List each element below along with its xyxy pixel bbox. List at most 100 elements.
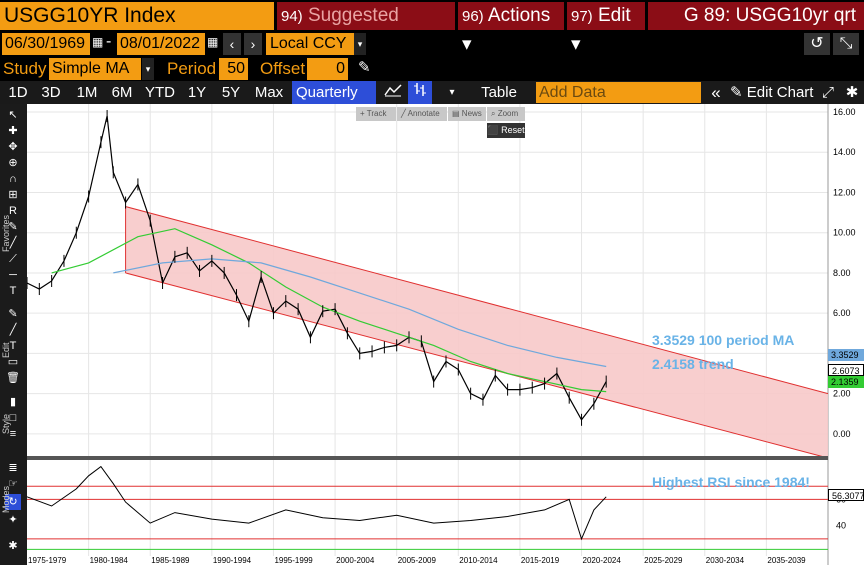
- actions-num: 96): [462, 8, 484, 25]
- annotate-button[interactable]: ╱ Annotate: [397, 107, 447, 121]
- actions-label: Actions: [487, 5, 551, 26]
- crosshair-icon[interactable]: ✚: [8, 125, 18, 137]
- timeframe-5y[interactable]: 5Y: [221, 84, 241, 101]
- pencil-icon: ╱: [401, 109, 406, 118]
- zoom-button[interactable]: ⌕ Zoom: [487, 107, 525, 121]
- pencil-icon[interactable]: ✎: [8, 221, 18, 233]
- track-label: Track: [366, 109, 387, 118]
- y-tick-label: 0.00: [833, 429, 851, 439]
- end-date-input[interactable]: 08/01/2022: [117, 33, 205, 55]
- rsi-tick-label: 40: [836, 521, 846, 531]
- modes-label[interactable]: Modes: [1, 485, 11, 513]
- add-data-input[interactable]: Add Data: [536, 82, 701, 103]
- period-input[interactable]: 50: [219, 58, 248, 80]
- gear-icon[interactable]: ✱: [845, 84, 859, 101]
- ma50-series-line: [51, 228, 607, 393]
- timeframe-1d[interactable]: 1D: [8, 84, 28, 101]
- date-separator: -: [106, 33, 112, 50]
- lines-icon[interactable]: ≣: [8, 462, 18, 474]
- timeframe-6m[interactable]: 6M: [111, 84, 133, 101]
- trend-channel-fill: [125, 206, 829, 459]
- search-icon: ⌕: [491, 109, 496, 118]
- eraser-icon[interactable]: ▭: [7, 356, 19, 368]
- hand-icon[interactable]: ☞: [8, 478, 18, 490]
- line-chart-icon[interactable]: [380, 81, 406, 104]
- channel-icon[interactable]: ⟋: [9, 253, 17, 265]
- magnet-icon[interactable]: ∩: [9, 173, 17, 185]
- track-button[interactable]: + Track: [356, 107, 396, 121]
- prev-period-button[interactable]: ‹: [223, 33, 241, 55]
- offset-input[interactable]: 0: [307, 58, 348, 80]
- trendline-icon[interactable]: ╱: [9, 324, 17, 336]
- actions-button[interactable]: 96) Actions ▾: [458, 2, 564, 55]
- y-axis-panel: [828, 104, 864, 565]
- reset-button[interactable]: ⬛ Reset: [487, 123, 525, 138]
- pencil-icon[interactable]: ✎: [358, 59, 371, 76]
- cursor-icon[interactable]: ↖: [8, 109, 18, 121]
- undo-icon[interactable]: ↺: [804, 33, 830, 55]
- timeframe-1m[interactable]: 1M: [76, 84, 98, 101]
- news-icon: ▤: [452, 109, 460, 118]
- bar-chart-icon[interactable]: [408, 81, 432, 104]
- rsi-series-line: [26, 465, 607, 541]
- chevron-down-icon[interactable]: ▾: [354, 33, 366, 55]
- favorites-label[interactable]: Favorites: [1, 214, 11, 252]
- refresh-icon[interactable]: ↻: [5, 494, 21, 510]
- ohlc-svg: [414, 83, 426, 96]
- timeframe-ytd[interactable]: YTD: [145, 84, 175, 101]
- color-icon[interactable]: ▮: [9, 396, 17, 408]
- suggested-charts-button[interactable]: 94) Suggested Charts: [277, 2, 455, 55]
- edit-chart-label: Edit Chart: [746, 84, 814, 101]
- chevron-down-icon[interactable]: ▾: [142, 58, 154, 80]
- price-chart-svg[interactable]: 16.0014.0012.0010.008.006.004.002.000.00…: [0, 104, 864, 565]
- table-button[interactable]: Table: [481, 84, 517, 101]
- square-icon[interactable]: □: [9, 412, 17, 424]
- x-tick-label: 2000-2004: [336, 556, 375, 565]
- pan-icon[interactable]: ✥: [8, 141, 18, 153]
- trendline-icon[interactable]: ╱: [9, 237, 17, 249]
- frequency-select[interactable]: Quarterly ▼: [292, 81, 376, 124]
- y-tick-label: 12.00: [833, 187, 856, 197]
- drawing-sidebar: ↖ ✚ ✥ ⊕ ∩ ⊞ R ✎ ╱ ⟋ ─ T Favorites ✎ ╱ T …: [0, 104, 27, 565]
- hline-icon[interactable]: ─: [9, 269, 17, 281]
- security-field[interactable]: USGG10YR Index: [0, 2, 274, 30]
- puzzle-icon[interactable]: ✦: [8, 514, 18, 526]
- x-tick-label: 2005-2009: [398, 556, 437, 565]
- timeframe-max[interactable]: Max: [254, 84, 284, 101]
- study-label: Study: [3, 59, 47, 78]
- currency-select[interactable]: Local CCY: [266, 33, 354, 55]
- style-label[interactable]: Style: [1, 413, 11, 434]
- settings-icon[interactable]: ✱: [8, 540, 18, 552]
- x-tick-label: 2020-2024: [583, 556, 622, 565]
- zoom-out-icon[interactable]: ⤡: [833, 33, 859, 55]
- start-date-input[interactable]: 06/30/1969: [2, 33, 90, 55]
- zoom-icon[interactable]: ⊕: [8, 157, 18, 169]
- edit-button[interactable]: 97) Edit ▾: [567, 2, 645, 55]
- calendar-icon[interactable]: ▦: [92, 35, 104, 49]
- rsi-annotation: Highest RSI since 1984!: [652, 474, 810, 490]
- chevron-down-icon[interactable]: ▾: [449, 87, 455, 98]
- trash-icon[interactable]: 🗑: [6, 372, 20, 384]
- frequency-label: Quarterly: [296, 84, 358, 101]
- ruler-icon[interactable]: R: [9, 205, 17, 217]
- next-period-button[interactable]: ›: [244, 33, 262, 55]
- text-icon[interactable]: T: [9, 285, 17, 297]
- calendar-icon[interactable]: ▦: [207, 35, 219, 49]
- edit-chart-button[interactable]: ✎ Edit Chart: [730, 81, 814, 104]
- line-style-icon[interactable]: ≡: [9, 428, 17, 440]
- edit-label[interactable]: Edit: [1, 342, 11, 358]
- news-button[interactable]: ▤ News: [448, 107, 486, 121]
- x-tick-label: 1995-1999: [274, 556, 313, 565]
- text-icon[interactable]: T: [9, 340, 17, 352]
- timeframe-3d[interactable]: 3D: [41, 84, 61, 101]
- marker-icon[interactable]: ⊞: [8, 189, 18, 201]
- reset-icon: ⬛: [487, 125, 499, 135]
- pencil-icon[interactable]: ✎: [8, 308, 18, 320]
- suggested-num: 94): [281, 8, 303, 25]
- expand-icon[interactable]: ⤢: [821, 84, 834, 101]
- chart-title: G 89: USGG10yr qrt: [648, 2, 864, 30]
- chart-panel[interactable]: 16.0014.0012.0010.008.006.004.002.000.00…: [0, 104, 864, 565]
- study-select[interactable]: Simple MA: [49, 58, 141, 80]
- timeframe-1y[interactable]: 1Y: [187, 84, 207, 101]
- collapse-icon[interactable]: «: [711, 83, 721, 102]
